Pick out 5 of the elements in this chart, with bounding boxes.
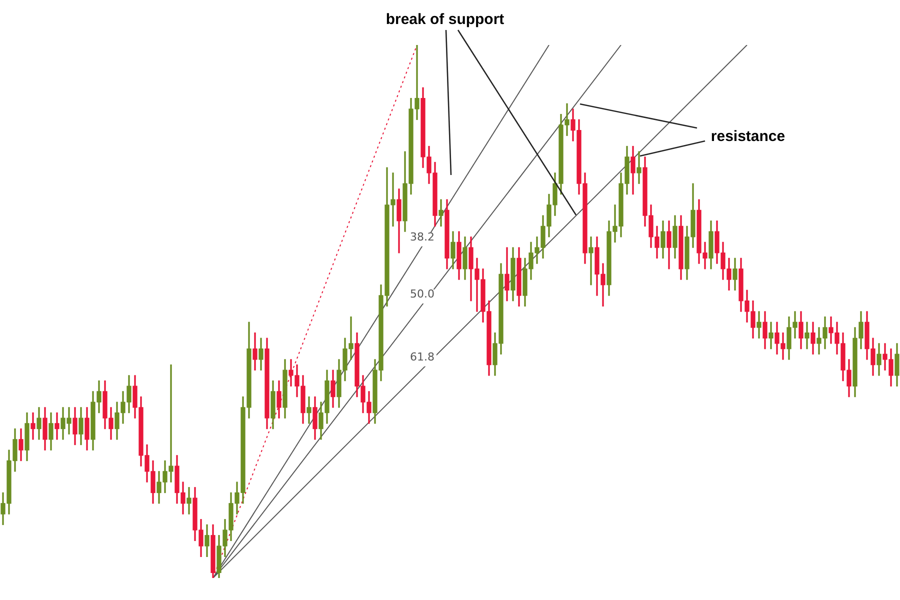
annotation: resistance (710, 128, 786, 146)
series-label: 50.0 (410, 288, 434, 300)
text: break of support (386, 11, 504, 28)
series-label: 38.2 (410, 230, 434, 244)
series-label: 61.8 (410, 350, 434, 364)
